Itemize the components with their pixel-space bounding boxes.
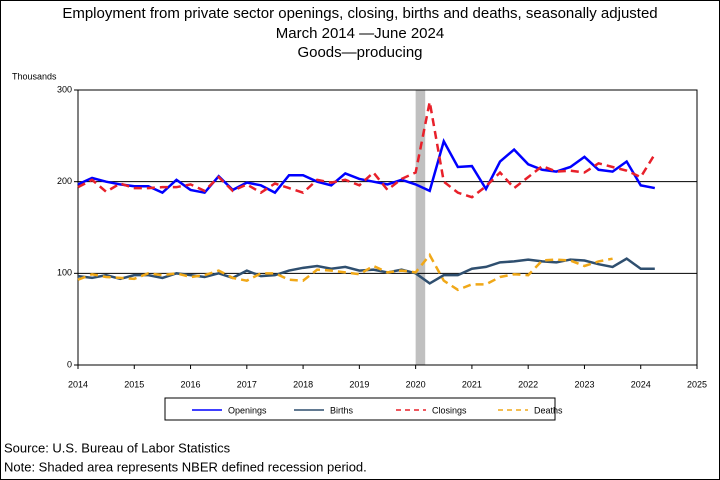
- legend-label: Deaths: [534, 405, 563, 415]
- x-tick-label: 2015: [124, 379, 144, 389]
- series-line: [77, 252, 613, 292]
- y-tick-label: 100: [57, 268, 72, 278]
- chart-subtitle: Goods—producing: [297, 44, 422, 61]
- recession-shade: [415, 90, 426, 365]
- x-tick-label: 2024: [631, 379, 651, 389]
- y-tick-label: 0: [67, 359, 72, 369]
- y-tick-label: 200: [57, 176, 72, 186]
- x-tick-label: 2018: [293, 379, 313, 389]
- legend-label: Openings: [228, 405, 267, 415]
- note: Note: Shaded area represents NBER define…: [4, 459, 367, 474]
- x-tick-label: 2017: [237, 379, 257, 389]
- source: Source: U.S. Bureau of Labor Statistics: [4, 440, 231, 455]
- x-tick-label: 2022: [518, 379, 538, 389]
- x-tick-label: 2014: [68, 379, 88, 389]
- legend-label: Births: [330, 405, 354, 415]
- x-tick-label: 2020: [406, 379, 426, 389]
- x-tick-label: 2019: [349, 379, 369, 389]
- x-tick-label: 2021: [462, 379, 482, 389]
- x-tick-label: 2023: [574, 379, 594, 389]
- series-line: [77, 101, 656, 199]
- chart-subtitle: March 2014 —June 2024: [276, 25, 444, 42]
- x-tick-label: 2025: [687, 379, 707, 389]
- x-tick-label: 2016: [181, 379, 201, 389]
- y-axis-label: Thousands: [12, 71, 57, 81]
- chart-title: Employment from private sector openings,…: [62, 5, 657, 22]
- legend-label: Closings: [432, 405, 467, 415]
- y-tick-label: 300: [57, 84, 72, 94]
- legend-box: [164, 397, 556, 421]
- plot-frame: [77, 89, 698, 366]
